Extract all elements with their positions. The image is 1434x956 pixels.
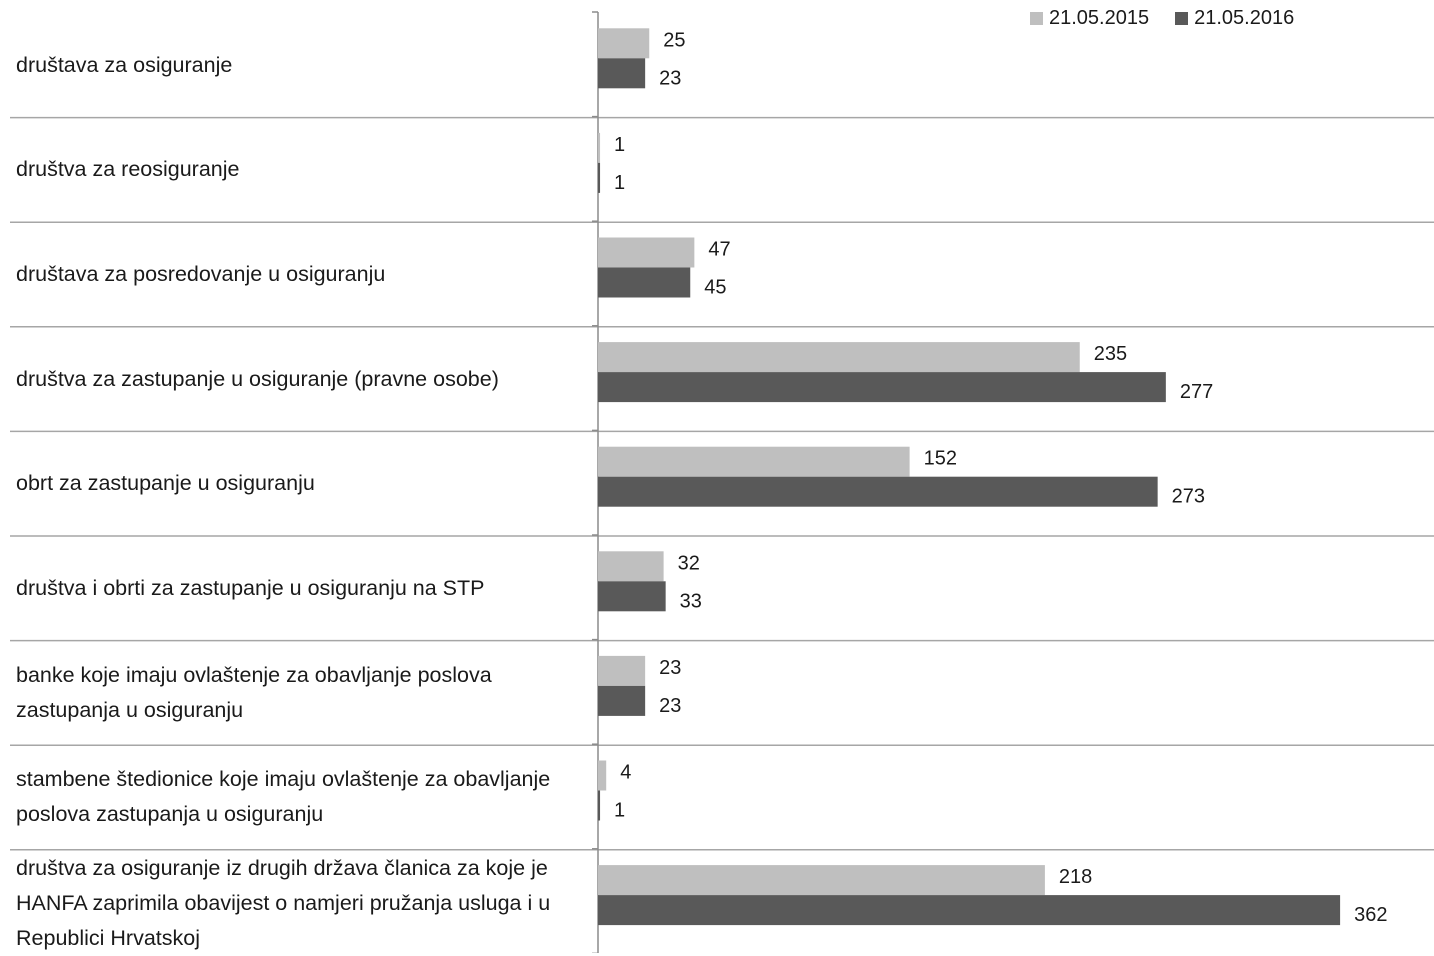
data-label: 362 (1354, 904, 1387, 926)
data-label: 47 (708, 239, 730, 261)
data-label: 218 (1059, 866, 1092, 888)
data-label: 235 (1094, 343, 1127, 365)
category-label: društva i obrti za zastupanje u osiguran… (16, 575, 485, 600)
category-label: stambene štedionice koje imaju ovlaštenj… (16, 767, 551, 827)
data-label: 1 (614, 172, 625, 194)
data-label: 4 (620, 762, 631, 784)
bar-2015 (598, 132, 601, 163)
data-label: 1 (614, 800, 625, 822)
bar-2016 (598, 58, 646, 89)
data-label: 45 (704, 277, 726, 299)
legend-swatch-2016 (1175, 11, 1189, 25)
category-label: društva za zastupanje u osiguranje (prav… (16, 366, 499, 391)
data-label: 277 (1180, 381, 1213, 403)
category-label: društva za reosiguranje (16, 157, 240, 182)
legend-item-2015: 21.05.2015 (1030, 6, 1149, 30)
bar-2015 (598, 237, 695, 268)
bar-2015 (598, 446, 910, 477)
bar-2016 (598, 790, 601, 821)
category-label: obrt za zastupanje u osiguranju (16, 471, 315, 496)
bar-2015 (598, 28, 650, 59)
data-label: 33 (680, 590, 702, 612)
data-label: 32 (678, 552, 700, 574)
legend-item-2016: 21.05.2016 (1175, 6, 1294, 30)
data-label: 23 (659, 695, 681, 717)
legend-label-2016: 21.05.2016 (1194, 7, 1295, 29)
bar-2016 (598, 372, 1166, 403)
bar-2016 (598, 895, 1341, 926)
bar-2015 (598, 760, 607, 791)
bar-2016 (598, 162, 601, 193)
category-label: društava za osiguranje (16, 52, 233, 77)
bar-2015 (598, 655, 646, 686)
bar-2016 (598, 476, 1158, 507)
data-label: 23 (659, 67, 681, 89)
data-label: 1 (614, 134, 625, 156)
legend-label-2015: 21.05.2015 (1049, 7, 1150, 29)
data-label: 273 (1172, 486, 1205, 508)
bar-2015 (598, 865, 1045, 896)
data-label: 23 (659, 657, 681, 679)
bar-2015 (598, 342, 1080, 373)
data-label: 152 (924, 448, 957, 470)
legend-swatch-2015 (1030, 11, 1043, 25)
category-label: banke koje imaju ovlaštenje za obavljanj… (16, 662, 492, 722)
bar-2016 (598, 581, 666, 612)
category-label: društava za posredovanje u osiguranju (16, 261, 386, 286)
data-label: 25 (663, 29, 685, 51)
bar-2015 (598, 551, 664, 582)
legend: 21.05.2015 21.05.2016 (1030, 6, 1294, 30)
category-label: društva za osiguranje iz drugih država č… (16, 855, 551, 950)
bar-2016 (598, 267, 691, 298)
bar-2016 (598, 685, 646, 716)
